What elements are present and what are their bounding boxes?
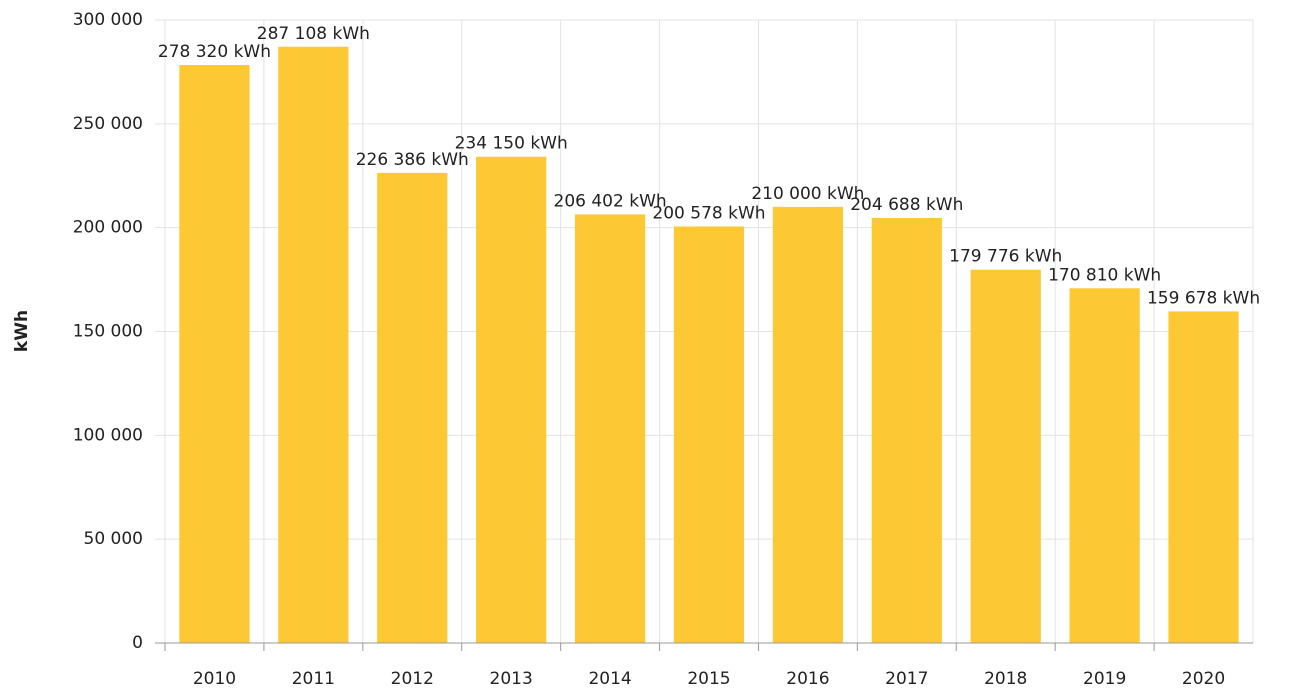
bar: [673, 226, 745, 643]
bar: [574, 214, 646, 644]
x-tick-label: 2018: [984, 669, 1027, 689]
value-label: 287 108 kWh: [257, 24, 370, 44]
value-label: 200 578 kWh: [652, 203, 765, 223]
x-tick-label: 2019: [1083, 669, 1126, 689]
bar: [970, 269, 1041, 643]
bar: [278, 46, 349, 643]
value-label: 159 678 kWh: [1147, 288, 1260, 308]
bar: [772, 206, 844, 643]
value-label: 278 320 kWh: [158, 42, 271, 62]
x-tick-label: 2015: [687, 669, 730, 689]
value-label: 234 150 kWh: [455, 134, 568, 154]
value-label: 210 000 kWh: [751, 184, 864, 204]
bar: [1069, 288, 1140, 643]
value-label: 204 688 kWh: [850, 195, 963, 215]
value-label: 170 810 kWh: [1048, 265, 1161, 285]
value-label: 206 402 kWh: [554, 191, 667, 211]
value-label: 226 386 kWh: [356, 150, 469, 170]
y-tick-label: 50 000: [84, 529, 143, 549]
y-axis-label: kWh: [12, 310, 32, 352]
x-tick-label: 2012: [391, 669, 434, 689]
x-tick-label: 2014: [588, 669, 631, 689]
bar: [476, 156, 547, 643]
y-tick-label: 250 000: [73, 114, 143, 134]
y-tick-label: 100 000: [73, 425, 143, 445]
bar: [1168, 311, 1239, 643]
x-tick-label: 2013: [490, 669, 533, 689]
y-tick-label: 0: [132, 633, 143, 653]
y-tick-label: 300 000: [73, 10, 143, 30]
value-label: 179 776 kWh: [949, 247, 1062, 267]
x-tick-label: 2017: [885, 669, 928, 689]
x-tick-label: 2010: [193, 669, 236, 689]
x-tick-label: 2016: [786, 669, 829, 689]
x-tick-label: 2011: [292, 669, 335, 689]
x-tick-label: 2020: [1182, 669, 1225, 689]
bar: [179, 65, 250, 643]
bar: [377, 172, 448, 643]
y-tick-label: 150 000: [73, 322, 143, 342]
bar: [871, 217, 942, 643]
y-tick-label: 200 000: [73, 218, 143, 238]
